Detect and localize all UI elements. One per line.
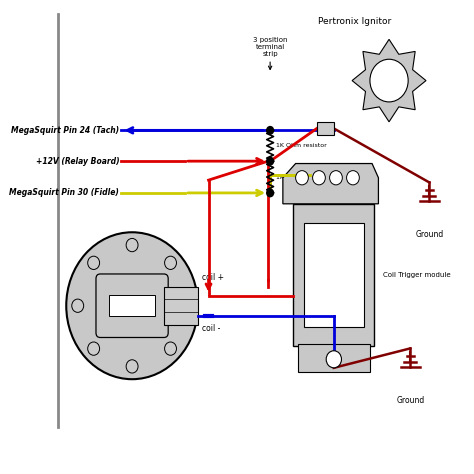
Circle shape <box>181 299 192 312</box>
Text: coil +: coil + <box>202 273 224 282</box>
Circle shape <box>66 232 198 379</box>
Circle shape <box>126 360 138 373</box>
Circle shape <box>312 171 325 185</box>
Bar <box>109 295 155 316</box>
Text: 1K Ohm resistor: 1K Ohm resistor <box>276 174 327 180</box>
FancyBboxPatch shape <box>96 274 168 337</box>
Circle shape <box>329 171 342 185</box>
Circle shape <box>267 189 273 197</box>
Text: 1K Ohm resistor: 1K Ohm resistor <box>276 143 327 148</box>
Bar <box>298 344 370 372</box>
Circle shape <box>326 351 341 368</box>
Polygon shape <box>283 164 378 204</box>
Polygon shape <box>352 39 426 122</box>
Text: MegaSquirt Pin 24 (Tach): MegaSquirt Pin 24 (Tach) <box>11 126 119 135</box>
Circle shape <box>88 256 100 269</box>
Circle shape <box>88 342 100 356</box>
Bar <box>317 122 334 135</box>
Text: Coil Trigger module: Coil Trigger module <box>383 272 450 278</box>
Text: coil -: coil - <box>202 324 220 333</box>
Circle shape <box>346 171 359 185</box>
Text: Coil: Coil <box>123 301 141 311</box>
Text: +12V (Relay Board): +12V (Relay Board) <box>36 157 119 165</box>
Bar <box>304 223 364 327</box>
Text: Ground: Ground <box>415 230 444 239</box>
Text: 3 position
terminal
strip: 3 position terminal strip <box>253 37 287 57</box>
Circle shape <box>164 342 176 356</box>
Text: Ground: Ground <box>396 396 424 405</box>
Text: MegaSquirt Pin 30 (Fidle): MegaSquirt Pin 30 (Fidle) <box>9 189 119 197</box>
Bar <box>293 204 374 346</box>
Circle shape <box>267 127 273 134</box>
Circle shape <box>267 157 273 165</box>
Circle shape <box>370 59 408 102</box>
Circle shape <box>126 238 138 252</box>
Bar <box>164 287 198 325</box>
Circle shape <box>72 299 84 312</box>
Circle shape <box>164 256 176 269</box>
Text: Pertronix Ignitor: Pertronix Ignitor <box>319 17 392 26</box>
Circle shape <box>296 171 309 185</box>
